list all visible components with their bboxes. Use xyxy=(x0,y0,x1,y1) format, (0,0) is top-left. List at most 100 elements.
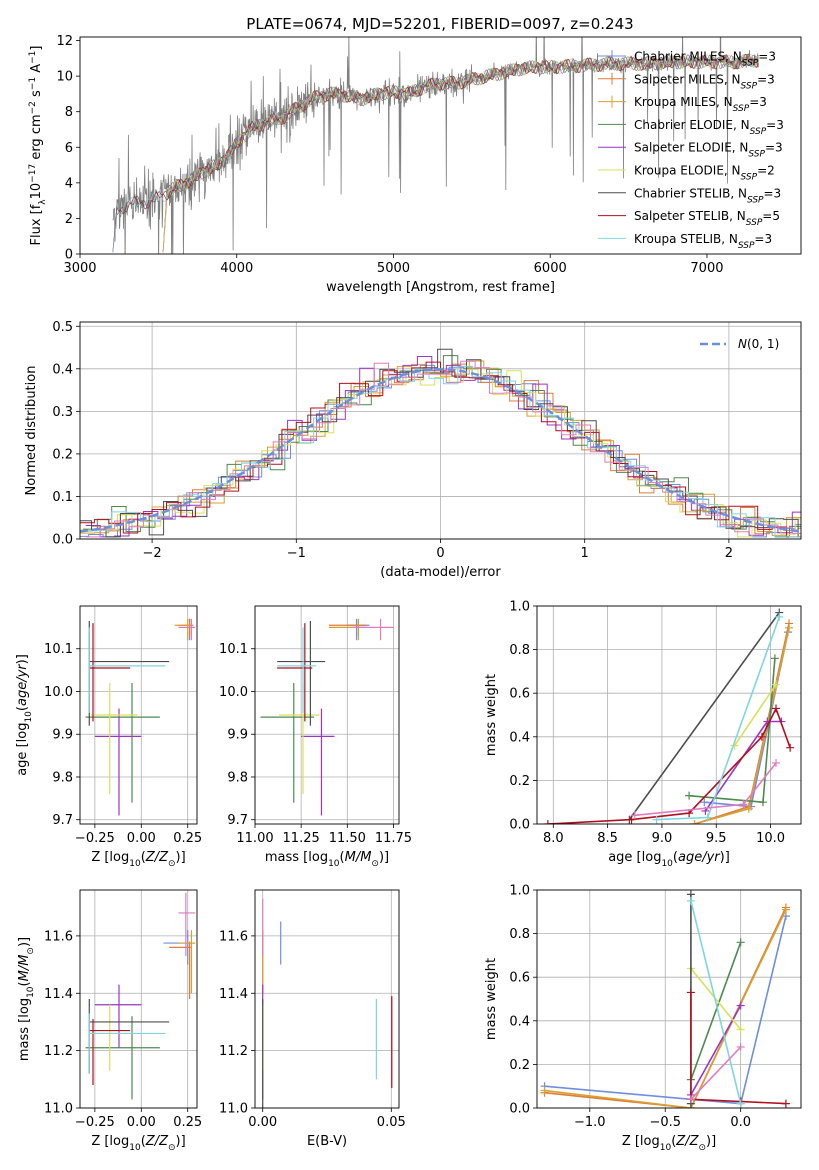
y-tick-label: 4 xyxy=(65,176,73,191)
residual-histogram-salpeter-stelib xyxy=(80,361,801,538)
axes-frame xyxy=(536,889,802,1109)
y-tick-label: 0.2 xyxy=(509,1058,530,1073)
mass-weight-vs-age-panel: 8.0 8.5 9.0 9.5 10.0 0.0 0.2 0.4 0.6 0.8 1.0 age [l… xyxy=(484,600,802,869)
label-part: Z [log xyxy=(622,1134,660,1149)
label-part: Salpeter ELODIE, N xyxy=(634,141,748,155)
mass-weight-series-kroupa-miles xyxy=(544,909,787,1108)
legend-label: Chabrier ELODIE, NSSP=3 xyxy=(634,118,784,137)
label-part: )] xyxy=(176,1134,186,1149)
data-point-marker xyxy=(685,791,694,800)
label-part: ⊙ xyxy=(26,947,36,955)
data-point-marker xyxy=(652,815,661,824)
data-point-marker xyxy=(703,813,712,822)
data-point-marker xyxy=(772,704,781,713)
label-part: =2 xyxy=(757,164,775,178)
plot-area xyxy=(85,892,196,1100)
y-tick-label: 0.3 xyxy=(52,405,73,420)
x-tick-label: 10.0 xyxy=(756,831,785,846)
normal-curve xyxy=(80,368,801,533)
label-part: (0, 1) xyxy=(747,337,779,351)
label-part: mass [log xyxy=(17,998,32,1061)
x-tick-label: 0.0 xyxy=(730,1115,751,1130)
label-part: =3 xyxy=(765,141,783,155)
data-point-marker xyxy=(690,820,699,824)
x-tick-label: 0.25 xyxy=(173,831,202,846)
residuals-panel: −2 −1 0 1 2 0.0 0.1 0.2 0.3 0.4 0.5 (data-model)/er… xyxy=(24,320,802,580)
y-tick-label: 0.0 xyxy=(52,533,73,548)
legend-label: Chabrier STELIB, NSSP=3 xyxy=(634,186,781,205)
x-tick-label: −1 xyxy=(287,546,306,561)
x-axis-label: Z [log10(Z/Z⊙)] xyxy=(91,1134,185,1153)
label-part: (data-model)/error xyxy=(380,565,501,580)
data-point-marker xyxy=(686,896,695,905)
label-part: Chabrier MILES, N xyxy=(634,50,742,64)
label-part: SSP xyxy=(733,104,750,114)
x-tick-label: −0.25 xyxy=(75,1115,115,1130)
y-axis-label: age [log10(age/yr)] xyxy=(15,654,34,776)
x-tick-label: −0.25 xyxy=(75,831,115,846)
plot-area xyxy=(543,608,795,824)
x-tick-label: 11.25 xyxy=(283,831,320,846)
data-point-marker xyxy=(736,1042,745,1051)
plot-area xyxy=(262,898,393,1108)
x-tick-label: 6000 xyxy=(534,261,567,276)
mass-weight-series-chabrier-stelib xyxy=(628,612,780,821)
data-point-marker xyxy=(786,743,795,752)
label-part: SSP xyxy=(746,218,763,228)
label-part: 10 xyxy=(24,711,34,723)
label-part: mass weight xyxy=(484,958,499,1040)
figure-title: PLATE=0674, MJD=52201, FIBERID=0097, z=0… xyxy=(246,15,633,33)
x-axis-label: (data-model)/error xyxy=(380,565,501,580)
axes-frame xyxy=(79,605,198,825)
label-part: age/yr xyxy=(678,850,721,865)
mass-weight-series-kroupa-stelib xyxy=(690,900,742,1104)
y-tick-label: 2 xyxy=(65,212,73,227)
label-part: ⊙ xyxy=(168,1143,176,1153)
label-part: ( xyxy=(671,1134,676,1149)
label-part: ( xyxy=(141,850,146,865)
x-tick-label: 0.00 xyxy=(127,831,156,846)
label-part: ( xyxy=(340,850,345,865)
x-tick-label: 0.05 xyxy=(377,1115,406,1130)
y-tick-label: 8 xyxy=(65,105,73,120)
label-part: ( xyxy=(673,850,678,865)
y-tick-label: 0.8 xyxy=(509,643,530,658)
y-axis-label: Normed distribution xyxy=(24,366,39,496)
legend-label: Kroupa STELIB, NSSP=3 xyxy=(634,232,772,251)
y-tick-label: 0.8 xyxy=(509,927,530,942)
x-tick-label: 7000 xyxy=(690,261,723,276)
label-part: )] xyxy=(15,654,30,664)
plot-area xyxy=(85,618,196,816)
plot-area xyxy=(112,37,760,254)
mass-weight-series-salpeter-stelib xyxy=(547,706,791,824)
x-axis-label: wavelength [Angstrom, rest frame] xyxy=(326,280,555,295)
label-part: Z [log xyxy=(91,1134,129,1149)
y-tick-label: 9.8 xyxy=(227,770,248,785)
label-part: SSP xyxy=(742,59,759,69)
label-part: ⊙ xyxy=(168,859,176,869)
data-point-marker xyxy=(736,1001,745,1010)
y-tick-label: 11.4 xyxy=(44,987,73,1002)
y-tick-label: 1.0 xyxy=(509,600,530,615)
data-point-marker xyxy=(781,905,790,914)
label-part: 10 xyxy=(29,183,44,200)
label-part: 10 xyxy=(660,1143,672,1153)
residual-histogram-kroupa-stelib xyxy=(82,365,801,538)
x-tick-label: 0 xyxy=(436,546,444,561)
y-tick-label: 0.6 xyxy=(509,971,530,986)
label-part: Z/Z xyxy=(145,1134,169,1149)
axes-frame xyxy=(254,605,400,825)
y-tick-label: 0.2 xyxy=(52,447,73,462)
data-point-marker xyxy=(736,1099,745,1108)
label-part: Normed distribution xyxy=(24,366,39,496)
y-tick-label: 11.2 xyxy=(219,1044,248,1059)
axes-frame xyxy=(79,36,802,255)
label-part: =3 xyxy=(754,232,772,246)
label-part: SSP xyxy=(750,127,767,137)
y-tick-label: 10.1 xyxy=(44,642,73,657)
x-tick-label: −0.5 xyxy=(649,1115,681,1130)
plot-area xyxy=(540,890,790,1108)
label-part: λ xyxy=(38,199,48,205)
x-axis-label: E(B-V) xyxy=(307,1134,347,1149)
